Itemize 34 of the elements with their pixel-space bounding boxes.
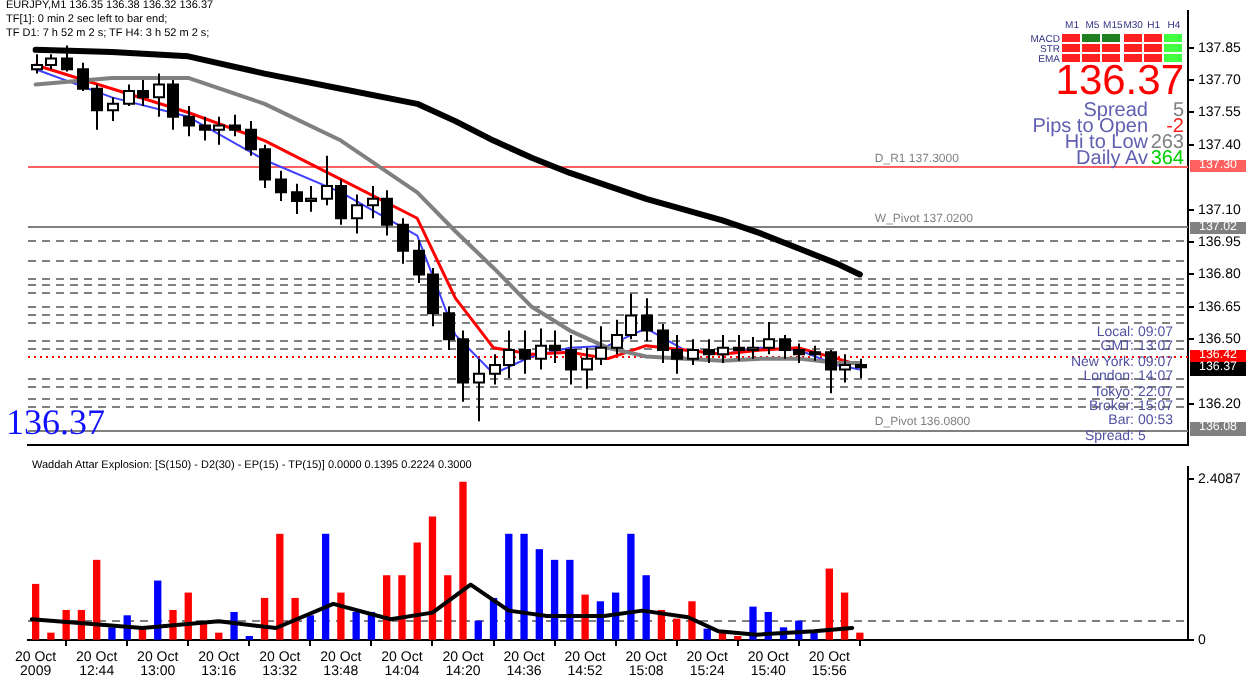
annotation: Spread	[1083, 100, 1148, 122]
annotation: Daily Av	[1076, 148, 1148, 170]
bar	[535, 549, 543, 640]
bar	[383, 575, 391, 640]
bar	[703, 628, 711, 640]
bar	[428, 516, 437, 640]
bar	[627, 533, 635, 640]
bar	[199, 623, 208, 640]
bar	[352, 611, 360, 640]
bar	[321, 533, 330, 640]
annotation: 364	[1150, 148, 1184, 170]
bar	[673, 618, 681, 640]
bar	[581, 594, 589, 640]
bar	[505, 533, 513, 640]
bar	[810, 632, 818, 640]
bar	[459, 481, 467, 640]
bar	[566, 559, 574, 640]
bar	[474, 620, 482, 640]
bar	[108, 627, 116, 640]
bar	[825, 568, 833, 640]
bar	[550, 559, 559, 640]
annotation: 136.37	[6, 402, 105, 442]
bar	[306, 615, 315, 640]
annotation: 136.37	[1055, 58, 1184, 104]
bar	[642, 575, 650, 640]
bar	[413, 542, 421, 640]
bar	[398, 575, 406, 640]
bar	[276, 533, 284, 640]
bar	[337, 592, 345, 640]
bar	[215, 632, 223, 640]
bar	[93, 559, 101, 640]
bar	[520, 533, 528, 640]
bar	[47, 632, 55, 640]
bar	[856, 632, 864, 640]
